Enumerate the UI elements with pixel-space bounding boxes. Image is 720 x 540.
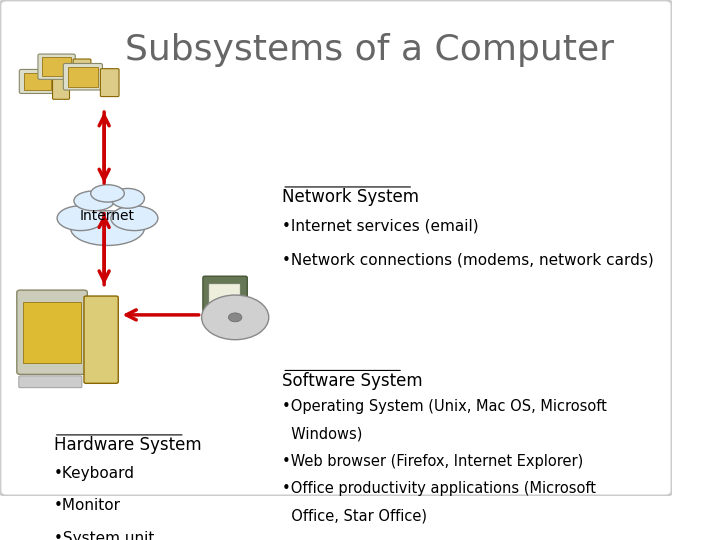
Text: •Keyboard: •Keyboard	[54, 466, 135, 481]
Text: •Office productivity applications (Microsoft: •Office productivity applications (Micro…	[282, 481, 596, 496]
FancyBboxPatch shape	[209, 284, 240, 306]
FancyBboxPatch shape	[53, 74, 70, 99]
FancyBboxPatch shape	[63, 64, 102, 90]
FancyBboxPatch shape	[24, 72, 50, 90]
FancyBboxPatch shape	[38, 54, 76, 79]
Text: •Internet services (email): •Internet services (email)	[282, 218, 479, 233]
Ellipse shape	[71, 211, 145, 246]
Text: •Monitor: •Monitor	[54, 498, 121, 514]
Text: Office, Star Office): Office, Star Office)	[282, 508, 427, 523]
FancyBboxPatch shape	[17, 290, 87, 374]
FancyBboxPatch shape	[73, 59, 91, 85]
Text: Software System: Software System	[282, 372, 423, 390]
FancyBboxPatch shape	[42, 57, 71, 76]
FancyBboxPatch shape	[203, 276, 247, 314]
FancyBboxPatch shape	[23, 301, 81, 363]
FancyBboxPatch shape	[19, 376, 82, 388]
FancyBboxPatch shape	[0, 0, 672, 496]
FancyBboxPatch shape	[68, 67, 98, 86]
FancyBboxPatch shape	[19, 70, 55, 93]
Text: Subsystems of a Computer: Subsystems of a Computer	[125, 32, 614, 66]
Text: Windows): Windows)	[282, 427, 363, 442]
Text: Internet: Internet	[80, 209, 135, 222]
Ellipse shape	[57, 206, 104, 231]
Text: •Web browser (Firefox, Internet Explorer): •Web browser (Firefox, Internet Explorer…	[282, 454, 583, 469]
Ellipse shape	[228, 313, 242, 322]
Text: Network System: Network System	[282, 188, 419, 206]
Text: •Network connections (modems, network cards): •Network connections (modems, network ca…	[282, 253, 654, 268]
Text: Hardware System: Hardware System	[54, 436, 202, 454]
FancyBboxPatch shape	[100, 69, 119, 97]
Ellipse shape	[111, 206, 158, 231]
Text: •System unit: •System unit	[54, 531, 154, 540]
Ellipse shape	[111, 188, 145, 208]
Ellipse shape	[91, 185, 125, 202]
Text: •Operating System (Unix, Mac OS, Microsoft: •Operating System (Unix, Mac OS, Microso…	[282, 399, 607, 414]
Ellipse shape	[202, 295, 269, 340]
Ellipse shape	[74, 191, 114, 211]
FancyBboxPatch shape	[84, 296, 118, 383]
